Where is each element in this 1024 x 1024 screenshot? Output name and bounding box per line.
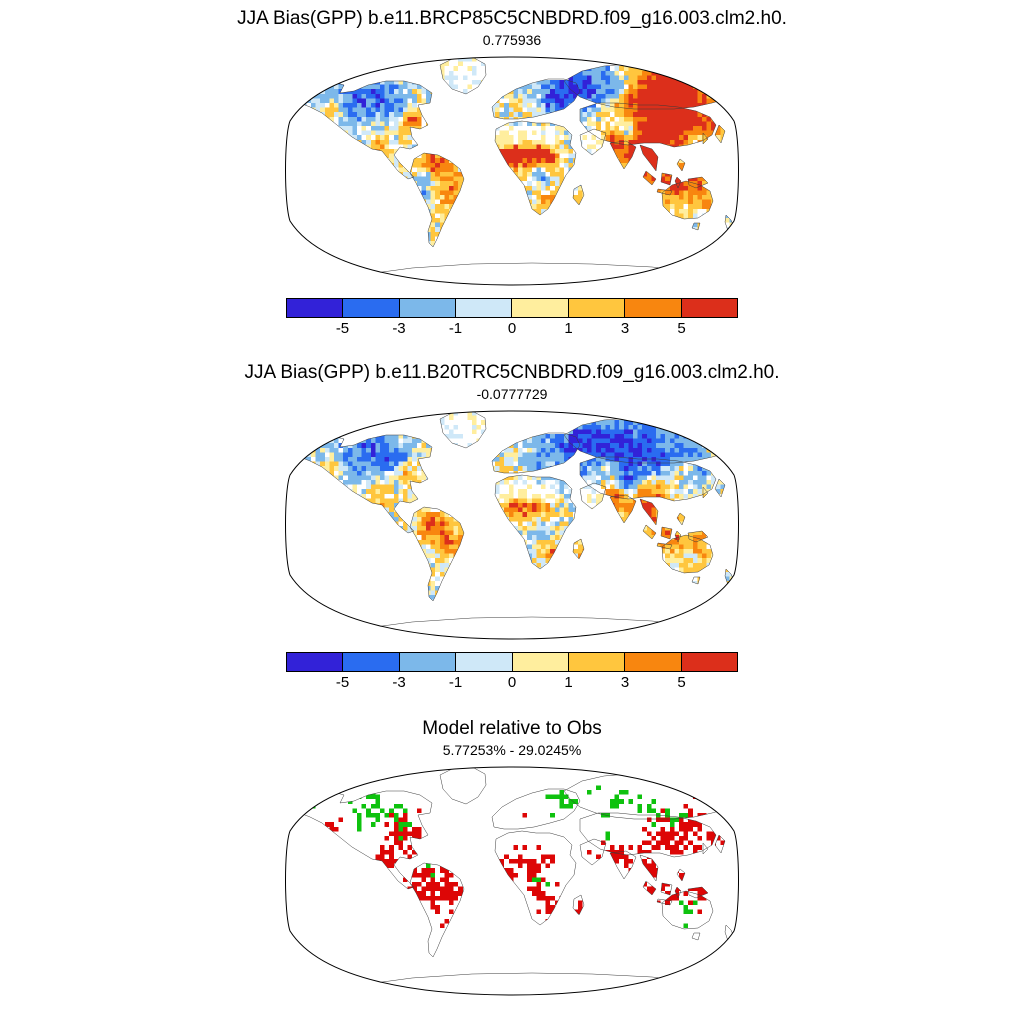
- colorbar-cell: [456, 299, 513, 317]
- colorbar-tick-label: 0: [507, 674, 517, 691]
- mean-bias-value: -0.0777729: [476, 386, 548, 402]
- colorbar-cell: [343, 653, 400, 671]
- panel-title: JJA Bias(GPP) b.e11.BRCP85C5CNBDRD.f09_g…: [237, 8, 787, 29]
- colorbar-cell: [399, 299, 457, 317]
- world-significance-map: [285, 766, 739, 996]
- panel-bias-rcp85: JJA Bias(GPP) b.e11.BRCP85C5CNBDRD.f09_g…: [237, 0, 787, 340]
- colorbar-cell: [343, 299, 400, 317]
- colorbar-tick-label: -5: [335, 320, 350, 337]
- panel-title: JJA Bias(GPP) b.e11.B20TRC5CNBDRD.f09_g1…: [244, 362, 780, 383]
- antarctica-outline: [359, 262, 715, 285]
- colorbar: [286, 652, 738, 672]
- world-bias-map-rcp85: [285, 56, 739, 286]
- world-bias-map-20tr: [285, 410, 739, 640]
- panel-bias-20tr: JJA Bias(GPP) b.e11.B20TRC5CNBDRD.f09_g1…: [244, 340, 779, 694]
- colorbar-cell: [625, 299, 682, 317]
- colorbar-labels: -5 -3 -1 0 1 3 5: [286, 674, 738, 694]
- colorbar-cell: [399, 653, 457, 671]
- colorbar-tick-label: -5: [335, 674, 350, 691]
- colorbar-cell: [568, 653, 626, 671]
- panel-model-vs-obs: Model relative to Obs 5.77253% - 29.0245…: [282, 694, 742, 1001]
- colorbar-cell: [512, 653, 569, 671]
- colorbar-cell: [568, 299, 626, 317]
- colorbar-cell: [286, 299, 344, 317]
- map-projection-outline: [285, 766, 739, 996]
- colorbar-tick-label: 3: [620, 674, 630, 691]
- map-projection-outline: [285, 410, 739, 640]
- colorbar-cell: [287, 653, 344, 671]
- colorbar-cell: [512, 299, 569, 317]
- colorbar-tick-label: 1: [564, 674, 573, 691]
- significance-raster: [311, 785, 730, 928]
- range-value: 5.77253% - 29.0245%: [442, 742, 582, 758]
- colorbar-labels: -5 -3 -1 0 1 3 5: [286, 320, 738, 340]
- panel-title: Model relative to Obs: [422, 718, 602, 739]
- bias-raster: [298, 412, 734, 601]
- bias-raster: [297, 58, 734, 247]
- map-projection-outline: [285, 56, 739, 286]
- colorbar-tick-label: -1: [448, 320, 463, 337]
- colorbar-tick-label: 0: [507, 320, 517, 337]
- colorbar-tick-label: 1: [564, 320, 573, 337]
- colorbar-cell: [625, 653, 682, 671]
- colorbar-tick-label: -3: [392, 674, 406, 691]
- colorbar-cell: [681, 299, 737, 317]
- antarctica-outline: [359, 616, 715, 639]
- colorbar-tick-label: 5: [677, 674, 686, 691]
- colorbar-tick-label: 5: [677, 320, 686, 337]
- colorbar-tick-label: -3: [392, 320, 406, 337]
- colorbar-cell: [456, 653, 513, 671]
- mean-bias-value: 0.775936: [482, 32, 542, 48]
- colorbar-tick-label: 3: [620, 320, 630, 337]
- colorbar-cell: [681, 653, 737, 671]
- colorbar: [285, 298, 738, 318]
- antarctica-outline: [359, 972, 715, 995]
- colorbar-tick-label: -1: [448, 674, 463, 691]
